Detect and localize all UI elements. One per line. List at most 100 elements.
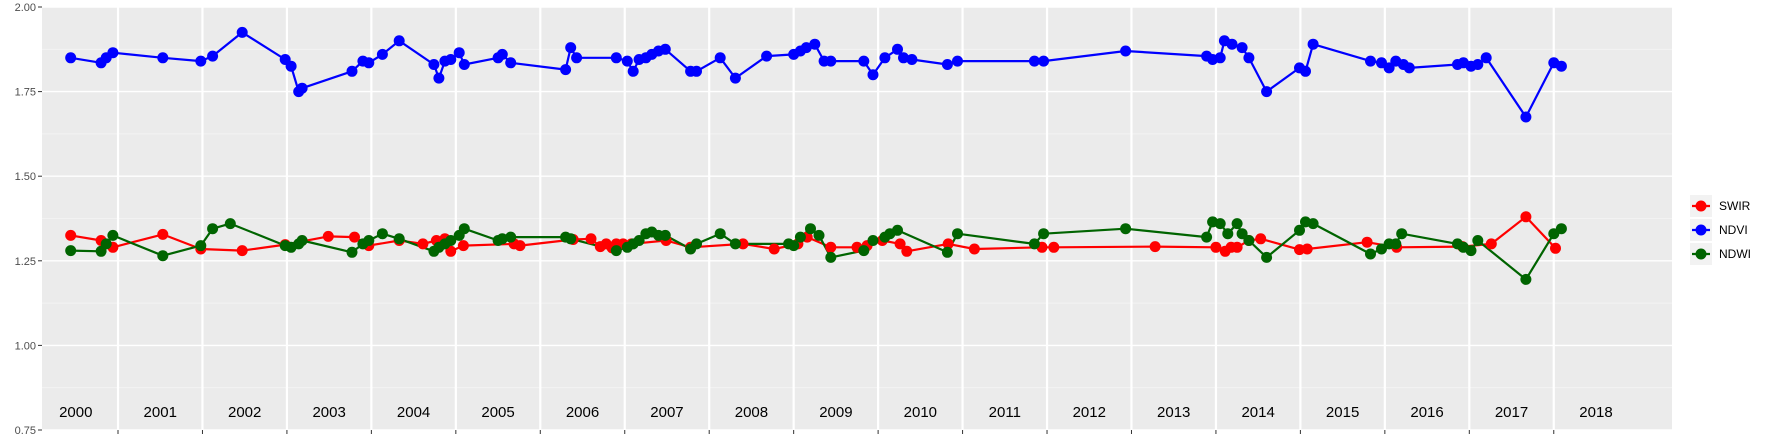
data-point-ndvi: [729, 72, 741, 84]
data-point-ndwi: [952, 228, 963, 240]
data-point-ndvi: [761, 50, 773, 62]
data-point-ndvi: [800, 42, 812, 54]
data-point-ndwi: [825, 251, 837, 263]
year-label: 2018: [1579, 404, 1612, 421]
data-point-ndvi: [858, 55, 870, 67]
data-point-ndvi: [236, 26, 248, 38]
data-point-ndwi: [505, 231, 517, 243]
data-point-ndwi: [892, 224, 903, 236]
year-labels: 2000 2001 2002 2003 2004 2005 2006 2007 2008 2009…: [59, 404, 1613, 421]
data-point-ndvi: [691, 65, 702, 77]
data-point-ndwi: [363, 235, 375, 246]
data-point-ndvi: [107, 47, 119, 59]
year-label: 2007: [650, 404, 683, 421]
data-point-swir: [585, 233, 597, 245]
data-point-ndwi: [346, 246, 358, 258]
data-point-ndwi: [867, 235, 879, 246]
data-point-ndwi: [1261, 251, 1273, 263]
data-point-ndwi: [458, 223, 470, 235]
year-label: 2002: [228, 404, 261, 421]
data-point-ndvi: [346, 65, 358, 77]
legend: SWIR NDVI NDWI: [1690, 195, 1751, 265]
data-point-ndvi: [428, 59, 440, 70]
y-tick-label: 0.75: [15, 425, 36, 437]
data-point-ndvi: [867, 69, 879, 81]
y-tick-label: 1.00: [15, 340, 36, 352]
data-point-ndwi: [610, 245, 622, 257]
year-separators: [116, 7, 1555, 430]
minor-gridlines: [42, 48, 1672, 389]
data-point-ndwi: [65, 245, 77, 257]
data-point-ndvi: [1383, 62, 1395, 74]
data-point-swir: [1301, 243, 1313, 255]
year-label: 2000: [59, 404, 92, 421]
data-point-ndvi: [296, 82, 308, 94]
data-point-ndwi: [941, 246, 953, 258]
year-label: 2008: [735, 404, 768, 421]
data-point-swir: [737, 238, 749, 250]
data-point-ndwi: [393, 233, 405, 245]
data-point-swir: [157, 228, 169, 240]
data-point-ndwi: [157, 250, 169, 262]
data-point-ndwi: [633, 235, 645, 246]
data-point-ndvi: [571, 52, 583, 64]
data-point-ndwi: [100, 238, 112, 250]
legend-key-point: [1695, 224, 1707, 236]
data-point-ndvi: [363, 57, 375, 69]
data-point-ndvi: [1555, 60, 1567, 72]
data-point-ndvi: [496, 48, 508, 60]
data-point-ndvi: [1243, 52, 1255, 64]
data-point-ndvi: [560, 64, 572, 76]
data-point-ndwi: [1243, 235, 1255, 246]
data-point-ndvi: [941, 59, 953, 70]
data-point-ndwi: [659, 229, 671, 241]
data-point-ndvi: [1403, 62, 1415, 74]
data-point-ndwi: [224, 218, 236, 230]
data-point-ndvi: [825, 55, 837, 67]
data-point-ndvi: [1120, 45, 1132, 57]
year-label: 2011: [989, 404, 1021, 421]
data-point-ndwi: [1236, 228, 1248, 240]
data-point-ndvi: [458, 59, 470, 70]
data-point-ndwi: [1222, 228, 1234, 240]
y-axis: 0.75 1.00 1.25 1.50 1.75 2.00: [15, 2, 42, 437]
data-point-ndvi: [1365, 55, 1376, 67]
y-tick-label: 1.25: [15, 256, 36, 268]
year-label: 2015: [1326, 404, 1359, 421]
year-label: 2012: [1073, 404, 1106, 421]
x-axis: [117, 430, 1555, 434]
data-point-swir: [894, 238, 906, 250]
data-point-swir: [901, 245, 913, 257]
year-label: 2001: [144, 404, 177, 421]
data-point-ndvi: [207, 50, 219, 62]
data-point-swir: [1149, 241, 1161, 253]
y-tick-label: 1.50: [15, 171, 36, 183]
year-label: 2009: [819, 404, 852, 421]
legend-key-point: [1695, 248, 1707, 260]
data-point-swir: [825, 241, 837, 253]
data-point-swir: [417, 238, 429, 250]
y-tick-label: 2.00: [15, 2, 36, 14]
data-point-ndvi: [610, 52, 622, 64]
data-point-ndwi: [376, 228, 388, 240]
data-point-ndwi: [107, 229, 119, 241]
legend-key-point: [1695, 200, 1707, 212]
data-point-ndwi: [1365, 248, 1376, 260]
year-label: 2004: [397, 404, 430, 421]
data-point-ndwi: [296, 235, 308, 246]
data-point-ndvi: [1214, 52, 1226, 64]
data-point-swir: [65, 229, 77, 241]
data-point-ndwi: [1231, 218, 1243, 230]
data-point-ndvi: [1480, 52, 1492, 64]
data-point-ndvi: [376, 48, 388, 60]
y-tick-label: 1.75: [15, 87, 36, 99]
data-point-ndwi: [1294, 224, 1305, 236]
major-gridlines: [42, 6, 1672, 431]
data-point-ndwi: [207, 223, 219, 235]
data-point-ndwi: [805, 223, 816, 235]
data-point-ndwi: [1472, 235, 1484, 246]
data-point-ndwi: [691, 238, 702, 250]
data-point-ndwi: [445, 235, 457, 246]
